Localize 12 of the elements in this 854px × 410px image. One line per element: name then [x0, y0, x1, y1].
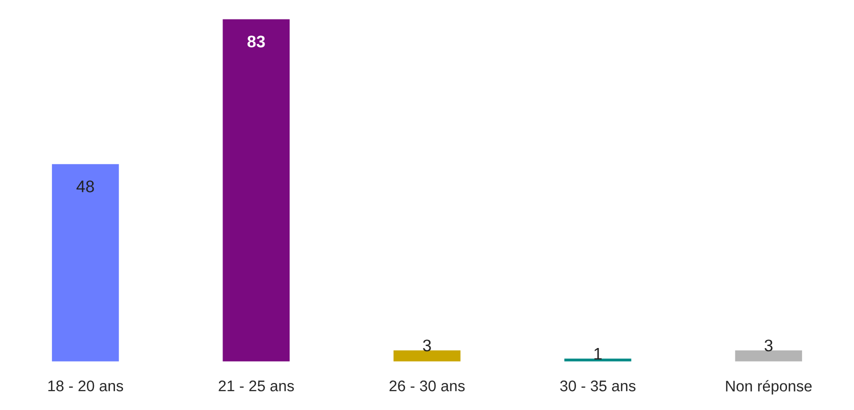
- data-label: 48: [76, 180, 94, 192]
- data-label: 3: [423, 340, 431, 352]
- data-label: 3: [764, 340, 772, 352]
- bar: [50, 162, 120, 363]
- x-tick-label: 26 - 30 ans: [390, 380, 465, 392]
- data-label: 1: [594, 348, 602, 360]
- x-tick-label: 21 - 25 ans: [218, 380, 294, 392]
- x-tick-label: 18 - 20 ans: [48, 380, 124, 392]
- data-label: 83: [247, 36, 265, 48]
- x-tick-label: Non réponse: [726, 380, 812, 395]
- bar: [221, 18, 292, 363]
- x-tick-label: 30 - 35 ans: [560, 380, 636, 392]
